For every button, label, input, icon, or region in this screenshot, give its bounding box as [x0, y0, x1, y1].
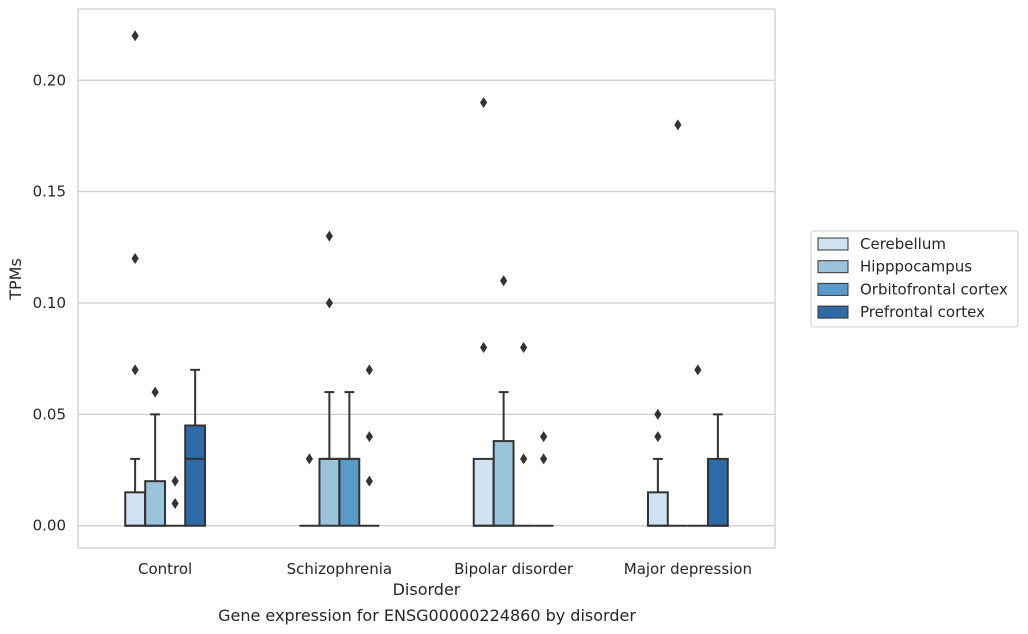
box-1-0	[144, 413, 167, 527]
box-0-2	[472, 457, 495, 527]
box-0-0	[124, 457, 147, 527]
x-tick-labels: Control Schizophrenia Bipolar disorder Majo…	[138, 560, 752, 578]
box-rect	[318, 457, 341, 527]
outlier-layer	[131, 30, 702, 509]
box-rect	[492, 440, 515, 527]
box-0-3	[646, 457, 669, 527]
outlier-point	[540, 453, 548, 465]
outlier-point	[305, 453, 313, 465]
x-tick-label: Schizophrenia	[287, 560, 392, 578]
x-tick-label: Bipolar disorder	[454, 560, 574, 578]
y-tick-label: 0.15	[33, 183, 66, 201]
outlier-point	[365, 475, 373, 487]
box-3-0	[184, 368, 207, 527]
outlier-point	[520, 342, 528, 354]
legend-swatch	[817, 305, 849, 319]
outlier-point	[131, 30, 139, 42]
legend-label: Hipppocampus	[860, 258, 972, 276]
box-1-1	[318, 391, 341, 527]
outlier-point	[500, 275, 508, 287]
legend-frame	[810, 230, 1019, 328]
box-rect	[124, 491, 147, 527]
x-axis-label: Disorder	[393, 580, 461, 599]
outlier-point	[325, 297, 333, 309]
y-tick-labels: 0.00 0.05 0.10 0.15 0.20	[33, 71, 66, 534]
outlier-point	[151, 386, 159, 398]
box-rect	[338, 457, 361, 527]
y-tick-label: 0.00	[33, 517, 66, 535]
outlier-point	[171, 497, 179, 509]
legend-swatch	[817, 260, 849, 274]
y-tick-label: 0.10	[33, 294, 66, 312]
outlier-point	[480, 97, 488, 109]
box-1-2	[492, 391, 515, 527]
outlier-point	[674, 119, 682, 131]
outlier-point	[171, 475, 179, 487]
legend-items: Cerebellum Hipppocampus Orbitofrontal cort…	[817, 235, 1008, 321]
box-2-1	[338, 391, 361, 527]
outlier-point	[540, 431, 548, 443]
legend-label: Cerebellum	[860, 235, 946, 253]
box-rect	[706, 457, 729, 527]
x-tick-label: Control	[138, 560, 192, 578]
chart-caption: Gene expression for ENSG00000224860 by d…	[218, 606, 636, 625]
outlier-point	[520, 453, 528, 465]
chart-svg: 0.00 0.05 0.10 0.15 0.20 Control Schizophreni…	[6, 8, 1019, 599]
x-tick-label: Major depression	[624, 560, 752, 578]
box-rect	[144, 480, 167, 527]
legend-label: Orbitofrontal cortex	[860, 280, 1008, 298]
outlier-point	[365, 364, 373, 376]
legend-swatch	[817, 237, 849, 251]
legend-swatch	[817, 282, 849, 296]
box-rect	[184, 424, 207, 527]
box-layer	[124, 368, 729, 527]
outlier-point	[654, 408, 662, 420]
outlier-point	[325, 230, 333, 242]
plot-frame	[77, 8, 776, 549]
grid-layer	[78, 79, 775, 527]
outlier-point	[131, 252, 139, 264]
outlier-point	[365, 431, 373, 443]
outlier-point	[694, 364, 702, 376]
outlier-point	[654, 431, 662, 443]
box-3-3	[706, 413, 729, 527]
outlier-point	[131, 364, 139, 376]
legend: Cerebellum Hipppocampus Orbitofrontal cort…	[810, 230, 1019, 328]
outlier-point	[480, 342, 488, 354]
legend-label: Prefrontal cortex	[860, 303, 985, 321]
y-tick-label: 0.20	[33, 71, 66, 89]
box-rect	[646, 491, 669, 527]
y-tick-label: 0.05	[33, 405, 66, 423]
box-rect	[472, 457, 495, 527]
y-axis-label: TPMs	[6, 258, 25, 301]
